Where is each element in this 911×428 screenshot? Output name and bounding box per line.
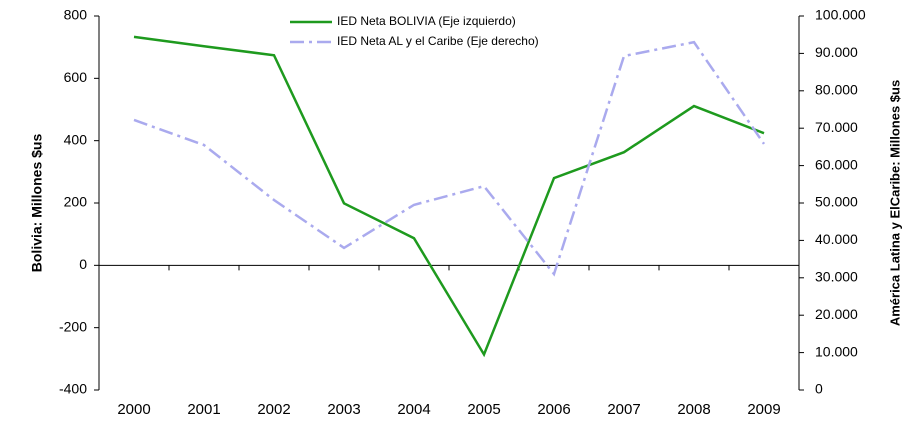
x-tick-label: 2008 [677,401,710,418]
y2-tick-label: 40.000 [815,231,858,247]
x-tick-label: 2007 [607,401,640,418]
y2-tick-label: 90.000 [815,44,858,60]
series-line [133,35,765,358]
x-tick-label: 2001 [187,401,220,418]
x-tick-label: 2000 [117,401,150,418]
y-axis-label: Bolivia: Millones $us [29,134,45,273]
x-tick-label: 2009 [747,401,780,418]
y-tick-label: 800 [64,7,88,23]
y-tick-label: -400 [59,381,87,397]
x-tick-label: 2004 [397,401,430,418]
x-tick-label: 2002 [257,401,290,418]
legend-label: IED Neta AL y el Caribe (Eje derecho) [337,34,539,48]
legend-label: IED Neta BOLIVIA (Eje izquierdo) [337,14,516,28]
y-tick-label: -200 [59,318,87,334]
x-tick-label: 2005 [467,401,500,418]
y2-tick-label: 70.000 [815,119,858,135]
series-line [133,40,766,277]
x-tick-label: 2003 [327,401,360,418]
y2-tick-label: 10.000 [815,343,858,359]
y2-tick-label: 100.000 [815,7,866,23]
y-tick-label: 400 [64,131,88,147]
y2-tick-label: 80.000 [815,82,858,98]
y-tick-label: 200 [64,194,88,210]
y2-tick-label: 60.000 [815,156,858,172]
y2-tick-label: 30.000 [815,269,858,285]
x-tick-label: 2006 [537,401,570,418]
y2-tick-label: 20.000 [815,306,858,322]
y2-tick-label: 0 [815,381,823,397]
y-tick-label: 0 [79,256,87,272]
y2-axis-label: América Latina y ElCaribe: Millones $us [887,80,902,326]
y-tick-label: 600 [64,69,88,85]
y2-tick-label: 50.000 [815,194,858,210]
